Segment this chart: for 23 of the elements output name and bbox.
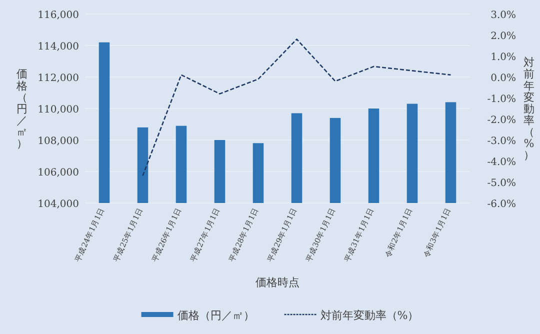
y-tick-label: 110,000 [38,104,79,116]
y2-tick-label: 1.0% [490,52,516,63]
y-tick-label: 106,000 [38,168,79,178]
y2-tick-label: -6.0% [487,199,516,210]
legend-label: 対前年変動率（%） [320,309,419,322]
y-tick-label: 114,000 [38,42,79,52]
x-axis-title: 価格時点 [256,276,300,289]
y2-tick-label: -1.0% [487,94,516,105]
legend-label: 価格（円／㎡） [177,309,254,322]
y2-tick-label: -5.0% [487,178,516,189]
y2-tick-label: -3.0% [487,136,516,147]
y2-tick-label: -2.0% [487,115,516,126]
y-axis-title: 価格（円／㎡） [16,68,28,150]
y-tick-label: 108,000 [38,136,79,147]
y2-tick-label: 0.0% [490,73,516,84]
y-tick-label: 116,000 [38,10,79,21]
y2-tick-label: 2.0% [490,31,516,42]
y2-tick-label: -4.0% [487,157,516,168]
y-tick-label: 112,000 [38,73,79,84]
y2-tick-label: 3.0% [490,10,516,21]
line-series [142,38,452,176]
y-tick-label: 104,000 [38,199,79,210]
text: 対前年変動率（%） [524,56,534,162]
